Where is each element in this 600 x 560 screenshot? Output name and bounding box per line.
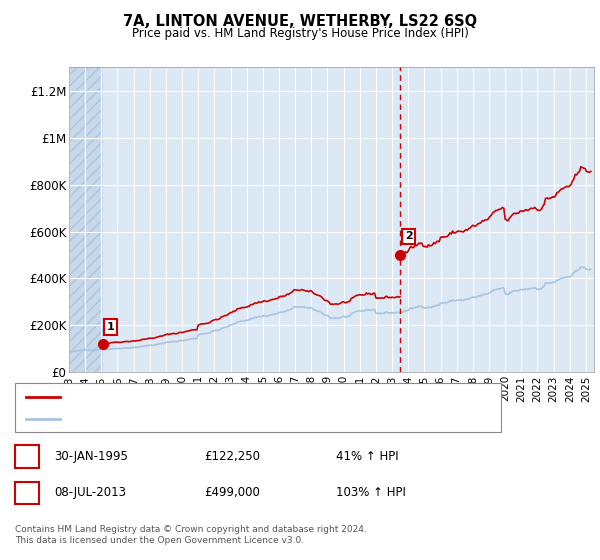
Text: 103% ↑ HPI: 103% ↑ HPI [336,486,406,500]
Text: 1: 1 [23,450,31,463]
Text: 1: 1 [107,322,115,332]
Text: Price paid vs. HM Land Registry's House Price Index (HPI): Price paid vs. HM Land Registry's House … [131,27,469,40]
Text: 2: 2 [23,486,31,500]
Text: £122,250: £122,250 [204,450,260,463]
Text: £499,000: £499,000 [204,486,260,500]
Bar [69,67,103,372]
Text: 7A, LINTON AVENUE, WETHERBY, LS22 6SQ (detached house): 7A, LINTON AVENUE, WETHERBY, LS22 6SQ (d… [66,392,409,402]
Text: 08-JUL-2013: 08-JUL-2013 [54,486,126,500]
Text: 30-JAN-1995: 30-JAN-1995 [54,450,128,463]
Text: 2: 2 [404,231,412,241]
Text: Contains HM Land Registry data © Crown copyright and database right 2024.
This d: Contains HM Land Registry data © Crown c… [15,525,367,545]
Text: HPI: Average price, detached house, Leeds: HPI: Average price, detached house, Leed… [66,413,305,423]
Text: 7A, LINTON AVENUE, WETHERBY, LS22 6SQ: 7A, LINTON AVENUE, WETHERBY, LS22 6SQ [123,14,477,29]
Text: 41% ↑ HPI: 41% ↑ HPI [336,450,398,463]
